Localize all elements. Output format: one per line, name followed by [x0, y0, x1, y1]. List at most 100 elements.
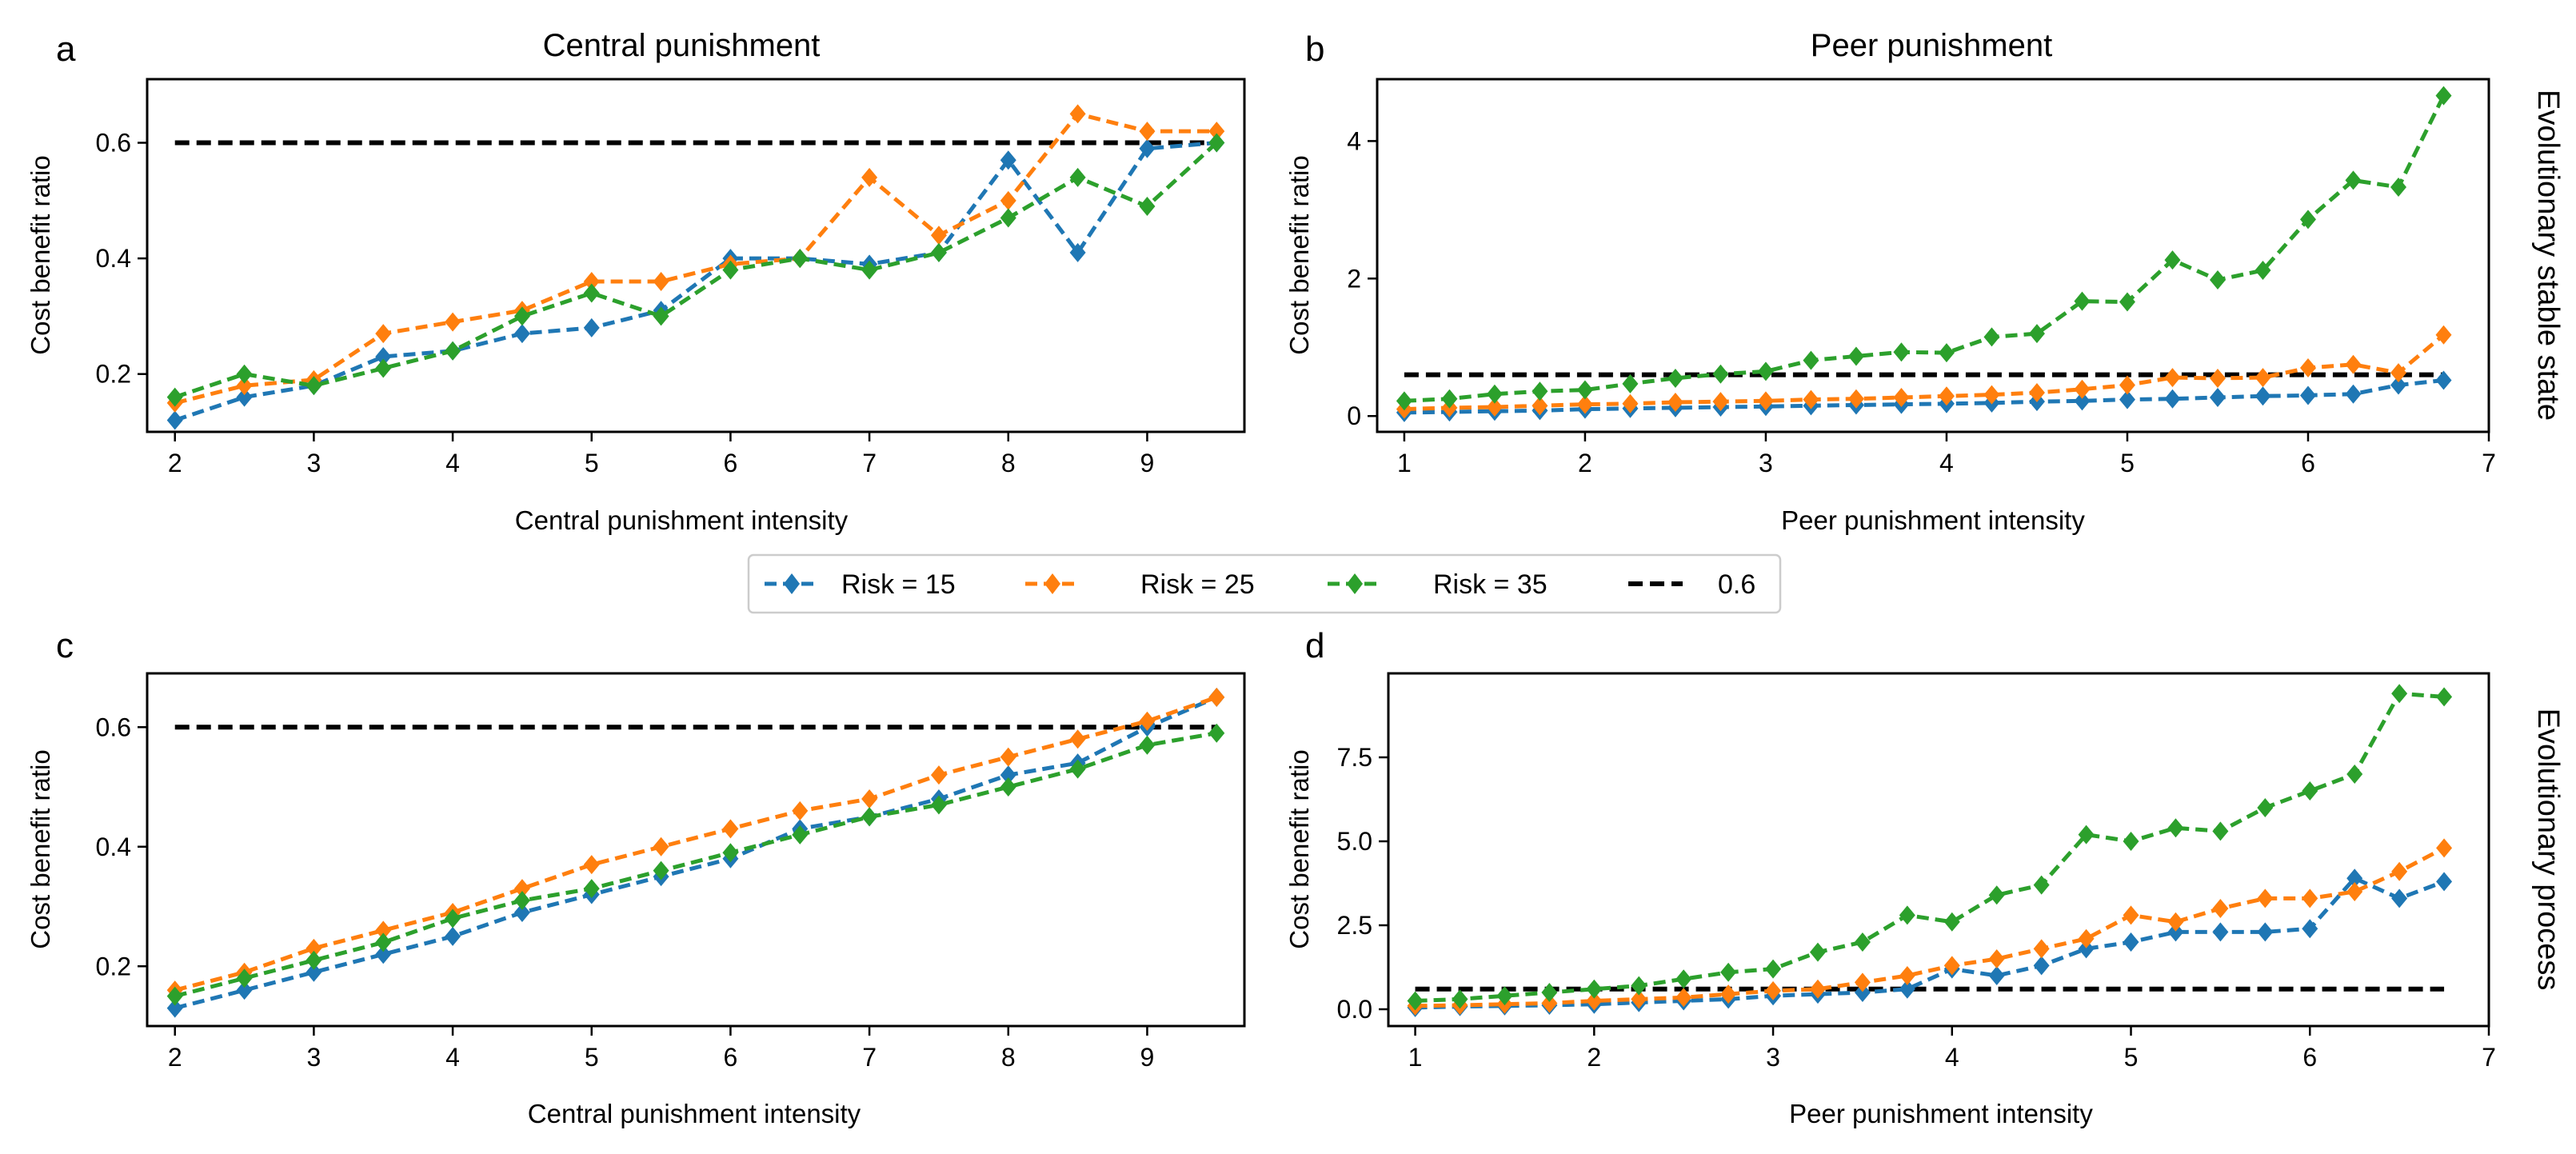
data-point-risk-35 — [1139, 735, 1156, 755]
data-point-risk-15 — [2209, 388, 2226, 408]
data-point-risk-35 — [513, 306, 530, 326]
data-point-risk-35 — [2302, 781, 2318, 801]
data-point-risk-35 — [722, 843, 739, 863]
x-tick-label: 8 — [1001, 449, 1016, 477]
data-point-risk-35 — [2345, 170, 2362, 190]
x-tick-label: 7 — [2482, 1043, 2496, 1072]
x-tick-label: 3 — [1766, 1043, 1780, 1072]
plot-frame-b — [1376, 78, 2490, 433]
data-point-risk-35 — [1069, 759, 1086, 779]
data-point-risk-35 — [1720, 962, 1737, 982]
data-point-risk-35 — [1452, 989, 1468, 1009]
x-tick-label: 5 — [2120, 449, 2135, 477]
data-point-risk-35 — [2390, 177, 2406, 197]
data-point-risk-25 — [375, 920, 392, 940]
data-point-risk-15 — [166, 410, 183, 430]
data-point-risk-15 — [2033, 956, 2050, 976]
data-point-risk-25 — [513, 879, 530, 899]
data-point-risk-35 — [1586, 979, 1603, 999]
data-point-risk-35 — [306, 376, 322, 396]
data-point-risk-25 — [861, 789, 878, 809]
y-tick-label: 2.5 — [1337, 911, 1372, 940]
data-point-risk-25 — [1139, 122, 1156, 142]
data-point-risk-35 — [1396, 391, 1412, 411]
y-axis-label-b: Cost benefit ratio — [1284, 155, 1314, 354]
y-tick-label: 0.2 — [96, 360, 131, 389]
data-point-risk-35 — [2164, 250, 2181, 270]
data-point-risk-15 — [2123, 932, 2139, 952]
data-point-risk-35 — [2033, 875, 2050, 895]
data-point-risk-25 — [2074, 379, 2091, 399]
x-tick-label: 5 — [585, 449, 599, 477]
data-point-risk-35 — [1441, 389, 1458, 409]
data-point-risk-25 — [1586, 991, 1603, 1011]
x-tick-label: 4 — [1945, 1043, 1959, 1072]
legend: Risk = 15 Risk = 25 Risk = 35 0.6 — [747, 553, 1782, 614]
y-tick-label: 0.4 — [96, 833, 131, 861]
data-point-risk-25 — [1622, 393, 1639, 413]
data-point-risk-35 — [1712, 364, 1729, 384]
x-axis-label-d: Peer punishment intensity — [1789, 1099, 2093, 1128]
data-point-risk-35 — [1675, 969, 1692, 989]
data-point-risk-35 — [1847, 346, 1864, 366]
y-tick-label: 2 — [1347, 264, 1361, 293]
panel-letter-c: c — [56, 626, 74, 665]
data-point-risk-35 — [1765, 959, 1782, 979]
data-point-risk-25 — [2119, 375, 2135, 395]
data-point-risk-25 — [2254, 368, 2271, 388]
y-tick-label: 0.6 — [96, 129, 131, 158]
data-point-risk-25 — [2345, 354, 2362, 374]
data-point-risk-35 — [1532, 381, 1548, 401]
data-point-risk-25 — [792, 801, 809, 821]
data-point-risk-15 — [1139, 138, 1156, 158]
data-point-risk-15 — [1899, 979, 1915, 999]
data-point-risk-15 — [2212, 922, 2229, 942]
data-point-risk-25 — [1667, 393, 1683, 413]
x-tick-label: 2 — [168, 449, 182, 477]
series-line-risk-35 — [174, 141, 1218, 399]
data-point-risk-35 — [1938, 343, 1955, 363]
data-point-risk-35 — [1809, 942, 1826, 962]
data-point-risk-35 — [445, 908, 461, 928]
data-point-risk-35 — [2119, 292, 2135, 312]
data-point-risk-35 — [1988, 885, 2005, 905]
data-point-risk-15 — [166, 998, 183, 1018]
data-point-risk-25 — [1069, 104, 1086, 124]
data-point-risk-35 — [1541, 983, 1558, 1002]
data-point-risk-35 — [1069, 167, 1086, 187]
data-point-risk-35 — [2212, 821, 2229, 841]
data-point-risk-25 — [1631, 989, 1647, 1009]
plot-frame-c — [146, 672, 1246, 1028]
data-point-risk-35 — [1000, 777, 1016, 797]
x-tick-label: 7 — [862, 1043, 877, 1072]
data-point-risk-25 — [1854, 972, 1871, 992]
data-point-risk-35 — [861, 260, 878, 280]
x-tick-label: 4 — [1939, 449, 1954, 477]
x-tick-label: 7 — [2482, 449, 2496, 477]
data-point-risk-15 — [2119, 389, 2135, 409]
data-point-risk-15 — [2436, 872, 2453, 892]
data-point-risk-35 — [583, 283, 600, 303]
data-point-risk-15 — [583, 317, 600, 337]
y-axis-label-a: Cost benefit ratio — [26, 155, 55, 354]
data-point-risk-25 — [1139, 711, 1156, 731]
data-point-risk-25 — [2435, 325, 2452, 345]
x-tick-label: 8 — [1001, 1043, 1016, 1072]
data-point-risk-35 — [1803, 350, 1819, 370]
data-point-risk-35 — [930, 795, 947, 815]
legend-label-reference: 0.6 — [1718, 569, 1755, 600]
data-point-risk-35 — [1208, 723, 1225, 743]
plot-area-b: 1 2 3 4 5 6 7 0 2 4 — [1347, 86, 2496, 477]
x-tick-label: 2 — [1578, 449, 1592, 477]
data-point-risk-35 — [1139, 197, 1156, 217]
plot-frame-d — [1387, 672, 2490, 1028]
data-point-risk-25 — [930, 765, 947, 785]
legend-label-risk-35: Risk = 35 — [1433, 569, 1548, 600]
data-point-risk-35 — [1622, 373, 1639, 393]
y-tick-label: 7.5 — [1337, 743, 1372, 772]
series-line-risk-25 — [174, 695, 1218, 992]
data-point-risk-25 — [445, 312, 461, 332]
data-point-risk-15 — [1000, 765, 1016, 785]
data-point-risk-35 — [792, 825, 809, 845]
y-axis-label-c: Cost benefit ratio — [26, 749, 55, 948]
